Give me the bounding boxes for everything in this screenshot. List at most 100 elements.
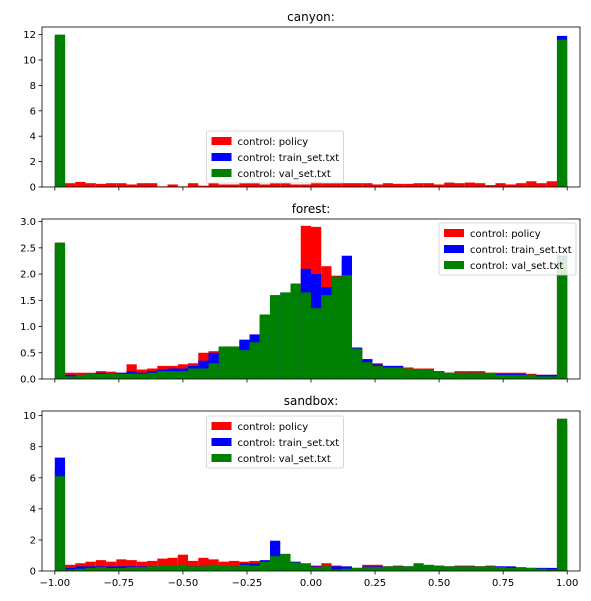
y-tick-label: 8	[30, 442, 36, 453]
bar-s2-b29	[351, 348, 363, 379]
bar-s0-b43	[495, 183, 506, 187]
bar-s2-b43	[495, 374, 506, 379]
bar-s2-b24	[300, 563, 311, 571]
bar-s0-b9	[147, 183, 158, 187]
x-tick-label: −0.75	[104, 578, 135, 589]
subplot-1: forest: 0.0 0.5 1.0 1.5 2.0 2.5 3.0 control: pol…	[20, 202, 581, 386]
bar-s2-b17	[229, 346, 240, 379]
x-tick-label: 0.75	[492, 578, 514, 589]
y-tick-label: 0	[30, 567, 36, 578]
bar-s2-b48	[546, 569, 557, 571]
bar-s2-b12	[177, 564, 189, 571]
legend-label: control: policy	[470, 229, 541, 240]
y-tick-label: 0.5	[20, 348, 36, 359]
bar-s0-b23	[290, 184, 301, 187]
x-tick-label: 0.50	[428, 578, 450, 589]
bar-s2-b13	[188, 368, 199, 379]
bar-s0-b16	[218, 184, 230, 187]
x-tick-label: 0.00	[300, 578, 322, 589]
legend-box	[206, 130, 344, 184]
y-tick-label: 12	[23, 30, 36, 41]
bar-s2-b25	[311, 308, 322, 379]
bar-s2-b1	[65, 569, 76, 571]
legend-swatch	[444, 229, 464, 237]
y-tick-label: 2.0	[20, 270, 36, 281]
bar-s0-b48	[546, 181, 557, 187]
x-tick-label: 1.00	[556, 578, 578, 589]
bar-s2-b14	[198, 566, 209, 571]
bar-s0-b22	[280, 183, 291, 187]
legend-swatch	[444, 261, 464, 269]
bar-s0-b31	[372, 184, 383, 187]
bar-s2-b28	[341, 275, 352, 379]
bar-s2-b23	[290, 562, 301, 571]
bar-s2-b27	[331, 276, 342, 379]
bar-s0-b3	[85, 183, 96, 187]
bar-s2-b19	[249, 565, 260, 571]
y-tick-label: 2.5	[20, 243, 36, 254]
bar-s1-b48	[546, 567, 557, 571]
bar-s2-b29	[351, 567, 363, 571]
bar-s0-b45	[515, 183, 527, 187]
bar-s0-b20	[259, 184, 271, 187]
bar-s0-b39	[454, 183, 465, 187]
y-tick-label: 8	[30, 81, 36, 92]
bar-s2-b17	[229, 566, 240, 571]
bar-s2-b19	[249, 342, 260, 379]
legend: control: policy control: train_set.txtcon…	[206, 130, 344, 184]
x-tick-label: −0.50	[168, 578, 199, 589]
bar-s2-b39	[454, 566, 465, 571]
bar-s2-b8	[136, 373, 148, 379]
bar-s2-b34	[403, 368, 414, 379]
bar-s2-b32	[382, 367, 393, 379]
bar-s0-b33	[392, 183, 404, 187]
legend-swatch	[211, 454, 232, 462]
bar-s0-b36	[423, 183, 434, 187]
bar-s2-b44	[505, 374, 516, 379]
y-tick-label: 0	[30, 183, 36, 194]
bar-s0-b13	[188, 560, 199, 571]
bar-s2-b32	[382, 566, 393, 571]
bar-s2-b42	[485, 372, 496, 379]
bar-s2-b38	[444, 372, 455, 379]
y-tick-label: 6	[30, 106, 36, 117]
bar-s0-b5	[106, 183, 117, 187]
bar-s2-b22	[280, 292, 291, 379]
bar-s0-b35	[413, 183, 424, 187]
bar-s2-b44	[505, 567, 516, 571]
y-tick-label: 1.5	[20, 296, 36, 307]
bar-s0-b41	[474, 183, 486, 187]
bar-s0-b26	[321, 183, 332, 187]
bar-s2-b11	[167, 565, 178, 571]
bar-s2-b40	[464, 566, 475, 571]
bar-s0-b37	[433, 184, 445, 187]
bar-s2-b1	[65, 376, 76, 379]
bar-s0-b30	[362, 183, 373, 187]
bar-s2-b38	[444, 566, 455, 571]
bar-s2-b10	[157, 565, 168, 571]
legend-swatch	[211, 422, 232, 430]
bar-s0-b15	[208, 183, 219, 187]
bar-s2-b33	[392, 367, 404, 379]
bar-s2-b26	[321, 566, 332, 571]
y-tick-label: 6	[30, 473, 36, 484]
bar-s0-b6	[116, 559, 127, 571]
bar-s2-b46	[526, 374, 537, 379]
bar-s2-b2	[75, 568, 86, 571]
bar-s2-b0	[54, 476, 66, 571]
bar-s2-b34	[403, 566, 414, 571]
bar-s2-b27	[331, 569, 342, 571]
bar-s0-b4	[95, 183, 107, 187]
bar-s0-b25	[311, 181, 322, 187]
bar-s1-b21	[270, 540, 281, 571]
bar-s2-b15	[208, 564, 219, 571]
bar-s2-b28	[341, 568, 352, 571]
bar-s2-b24	[300, 292, 311, 379]
bar-s0-b2	[75, 181, 86, 187]
legend-label: control: policy	[238, 422, 309, 433]
legend: control: policy control: train_set.txtcon…	[206, 415, 344, 469]
subplot-2: sandbox: 0 2 4 6 8 10 −1.00 −0.75 −0.50 −0.25 0.00 0…	[23, 394, 581, 589]
bar-s0-b11	[167, 184, 178, 187]
legend-label: control: val_set.txt	[238, 454, 331, 465]
y-tick-label: 10	[23, 56, 36, 67]
